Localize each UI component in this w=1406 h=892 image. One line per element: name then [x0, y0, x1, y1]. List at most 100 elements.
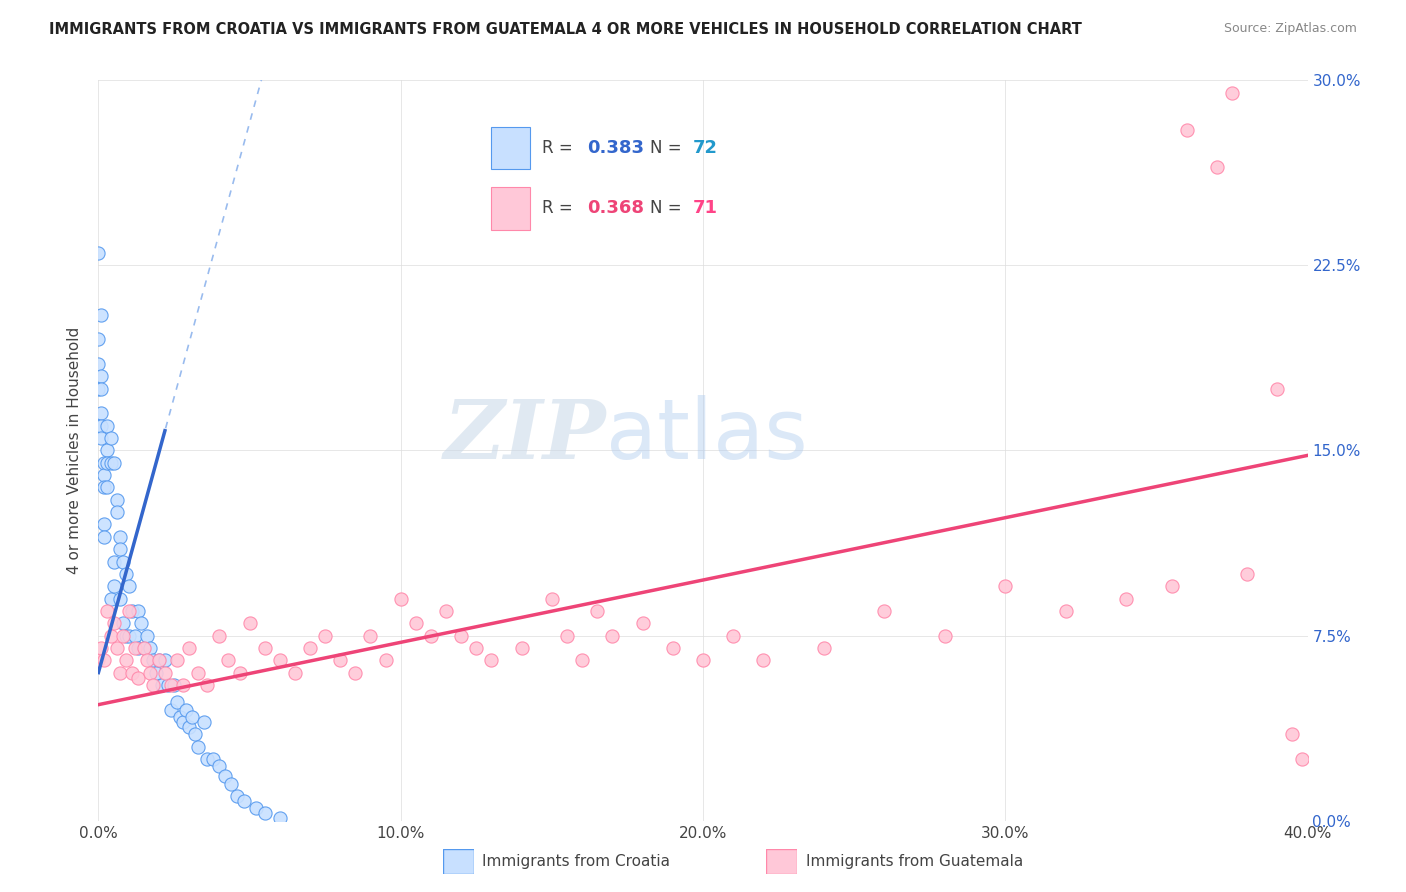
Point [108, 665, 131, 680]
Point [253, 806, 276, 821]
Point [360, 628, 382, 642]
Point [156, 678, 179, 692]
Point [93, 530, 115, 544]
Point [105, 640, 128, 655]
Text: Immigrants from Croatia: Immigrants from Croatia [482, 855, 671, 869]
Point [245, 801, 267, 815]
Point [232, 794, 254, 808]
Point [571, 653, 593, 667]
Point [181, 710, 204, 724]
Point [90, 382, 112, 396]
Point [108, 591, 131, 606]
Point [96, 418, 118, 433]
Point [105, 505, 128, 519]
Point [90, 407, 112, 421]
Point [420, 628, 443, 642]
Point [631, 616, 654, 631]
Point [510, 640, 533, 655]
Point [163, 678, 186, 692]
Point [934, 628, 956, 642]
Point [184, 727, 207, 741]
Point [87, 418, 110, 433]
Point [160, 703, 183, 717]
Point [103, 456, 125, 470]
Text: ZIP: ZIP [444, 396, 606, 475]
Point [100, 431, 122, 445]
Point [153, 665, 176, 680]
Point [96, 480, 118, 494]
Point [1175, 122, 1198, 136]
Point [87, 357, 110, 371]
Point [179, 640, 201, 655]
Point [187, 665, 209, 680]
Point [124, 628, 146, 642]
Point [389, 591, 412, 606]
Point [129, 616, 152, 631]
Point [374, 653, 396, 667]
Point [124, 640, 146, 655]
Point [108, 542, 131, 557]
Point [111, 555, 134, 569]
Point [111, 616, 134, 631]
Point [100, 591, 122, 606]
Point [148, 653, 170, 667]
Point [100, 628, 122, 642]
Point [166, 695, 188, 709]
Point [1115, 591, 1137, 606]
Point [217, 653, 239, 667]
Point [111, 628, 134, 642]
Point [555, 628, 578, 642]
Point [96, 456, 118, 470]
Point [169, 710, 191, 724]
Point [752, 653, 775, 667]
Point [1291, 752, 1313, 766]
Point [179, 720, 201, 734]
Point [586, 604, 609, 618]
Point [1160, 579, 1182, 593]
Point [602, 628, 624, 642]
Point [195, 752, 218, 766]
Point [93, 480, 115, 494]
Point [118, 604, 141, 618]
Text: Immigrants from Guatemala: Immigrants from Guatemala [806, 855, 1024, 869]
Point [481, 653, 503, 667]
Point [87, 653, 110, 667]
Point [405, 616, 427, 631]
Point [153, 653, 176, 667]
Point [193, 714, 215, 729]
Point [87, 382, 110, 396]
Point [540, 591, 562, 606]
Point [214, 769, 236, 783]
Point [135, 628, 157, 642]
Point [160, 678, 183, 692]
Point [93, 456, 115, 470]
Point [127, 671, 149, 685]
Point [434, 604, 457, 618]
Point [174, 703, 197, 717]
Point [105, 492, 128, 507]
Point [692, 653, 714, 667]
Point [100, 456, 122, 470]
Point [87, 246, 110, 260]
Point [135, 653, 157, 667]
Point [450, 628, 472, 642]
Point [127, 604, 149, 618]
Point [195, 678, 218, 692]
Point [93, 517, 115, 532]
Point [148, 653, 170, 667]
Y-axis label: 4 or more Vehicles in Household: 4 or more Vehicles in Household [67, 326, 83, 574]
Point [329, 653, 352, 667]
Point [90, 369, 112, 384]
Point [1281, 727, 1303, 741]
Point [813, 640, 835, 655]
Point [127, 640, 149, 655]
Point [269, 653, 291, 667]
Point [90, 418, 112, 433]
Point [150, 678, 173, 692]
Point [661, 640, 683, 655]
Point [1236, 566, 1258, 581]
Point [103, 555, 125, 569]
Point [114, 653, 136, 667]
Point [1220, 86, 1243, 100]
Point [172, 714, 194, 729]
